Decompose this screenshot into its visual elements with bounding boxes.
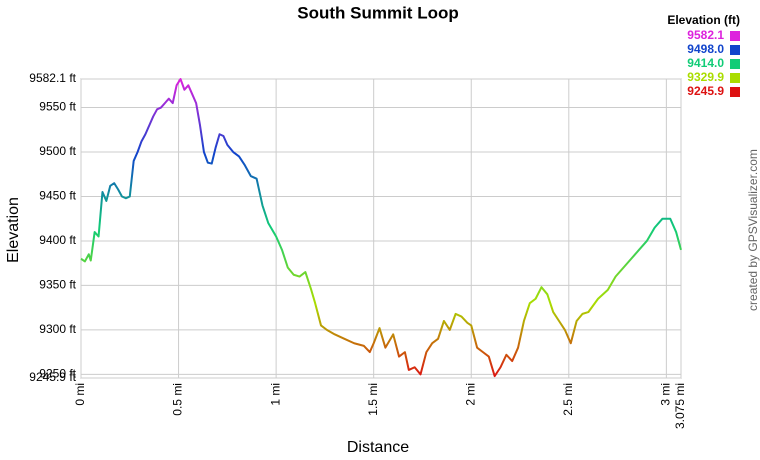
- legend-swatch: [730, 87, 740, 97]
- y-tick-label: 9450 ft: [39, 189, 76, 203]
- legend-label: 9498.0: [687, 42, 724, 56]
- legend-label: 9329.9: [687, 70, 724, 84]
- legend-label: 9414.0: [687, 56, 724, 70]
- y-tick-label: 9300 ft: [39, 322, 76, 336]
- legend-swatch: [730, 59, 740, 69]
- legend-title: Elevation (ft): [667, 13, 740, 27]
- credit: created by GPSVisualizer.com: [746, 149, 760, 311]
- y-tick-label: 9582.1 ft: [29, 71, 76, 85]
- y-tick-label: 9245.9 ft: [29, 370, 76, 384]
- x-tick-label: 2 mi: [463, 383, 477, 406]
- x-tick-label: 2.5 mi: [561, 383, 575, 416]
- x-tick-label: 0 mi: [73, 383, 87, 406]
- legend-swatch: [730, 45, 740, 55]
- x-tick-label: 1.5 mi: [366, 383, 380, 416]
- legend-swatch: [730, 73, 740, 83]
- legend-label: 9245.9: [687, 84, 724, 98]
- x-tick-label: 0.5 mi: [171, 383, 185, 416]
- y-tick-label: 9500 ft: [39, 144, 76, 158]
- y-tick-label: 9250 ft: [39, 367, 76, 381]
- legend-label: 9582.1: [687, 28, 724, 42]
- x-tick-label: 1 mi: [268, 383, 282, 406]
- chart-title: South Summit Loop: [297, 3, 458, 22]
- elevation-line: [80, 78, 682, 378]
- x-tick-label: 3.075 mi: [673, 383, 687, 429]
- y-tick-label: 9350 ft: [39, 278, 76, 292]
- legend-swatch: [730, 31, 740, 41]
- y-tick-label: 9550 ft: [39, 100, 76, 114]
- y-tick-label: 9400 ft: [39, 233, 76, 247]
- x-axis-label: Distance: [347, 439, 409, 456]
- y-axis-label: Elevation: [5, 197, 22, 263]
- x-tick-label: 3 mi: [659, 383, 673, 406]
